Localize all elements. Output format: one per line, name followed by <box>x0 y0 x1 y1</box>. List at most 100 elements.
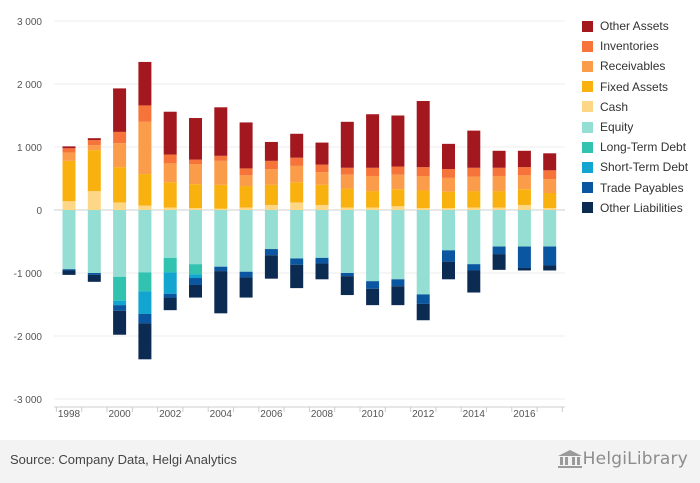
bar-segment-inventories <box>290 157 304 166</box>
y-tick-label: -1 000 <box>14 269 43 280</box>
bar-segment-other-liabilities <box>467 270 481 293</box>
x-tick-label: 2004 <box>210 409 233 420</box>
y-tick-label: 2 000 <box>17 80 42 91</box>
bar-segment-other-liabilities <box>492 254 506 270</box>
bar-segment-cash <box>315 204 329 210</box>
legend-swatch <box>582 202 593 214</box>
legend-item: Short-Term Debt <box>582 159 688 175</box>
bar-segment-receivables <box>517 175 531 190</box>
bar-segment-other-liabilities <box>315 263 329 280</box>
bar-segment-other-assets <box>467 130 481 168</box>
bar-segment-equity <box>163 210 177 258</box>
bar-segment-equity <box>543 210 557 247</box>
bar-segment-other-liabilities <box>189 284 202 298</box>
bar-segment-trade-payables <box>138 313 152 324</box>
bar-segment-equity <box>290 210 304 259</box>
bar-segment-trade-payables <box>62 269 76 271</box>
bar-segment-equity <box>467 210 481 265</box>
bar-segment-trade-payables <box>290 258 304 265</box>
bar-segment-fixed-assets <box>239 186 253 208</box>
legend-item: Cash <box>582 99 628 115</box>
bar-segment-long-term-debt <box>163 257 177 273</box>
bar-segment-cash <box>113 202 127 210</box>
bar-segment-other-liabilities <box>138 323 152 360</box>
bar-segment-receivables <box>138 121 152 175</box>
bar-segment-equity <box>87 210 101 273</box>
bar-segment-fixed-assets <box>214 184 228 209</box>
bar-segment-trade-payables <box>467 264 481 271</box>
legend-item: Receivables <box>582 58 665 74</box>
bar-segment-cash <box>239 207 253 210</box>
bar-segment-other-liabilities <box>416 303 430 321</box>
bar-segment-trade-payables <box>366 281 380 289</box>
legend-item: Other Assets <box>582 18 669 34</box>
bar-segment-equity <box>391 210 405 280</box>
bar-segment-fixed-assets <box>315 184 329 205</box>
bar-segment-equity <box>366 210 380 282</box>
bar-segment-receivables <box>264 169 278 185</box>
bar-segment-cash <box>492 207 506 210</box>
bar-segment-trade-payables <box>416 294 430 304</box>
bar-segment-inventories <box>340 167 354 175</box>
legend-swatch <box>582 161 593 173</box>
bar-segment-other-assets <box>62 146 76 149</box>
bar-segment-receivables <box>290 165 304 183</box>
bar-segment-other-assets <box>492 150 506 168</box>
source-note: Source: Company Data, Helgi Analytics <box>10 452 237 467</box>
bar-segment-trade-payables <box>543 246 557 266</box>
bar-segment-long-term-debt <box>138 272 152 292</box>
bar-segment-equity <box>315 210 329 258</box>
x-tick-label: 2016 <box>513 409 536 420</box>
bar-segment-trade-payables <box>517 246 531 268</box>
bar-segment-inventories <box>87 140 101 146</box>
bar-segment-inventories <box>239 168 253 176</box>
legend-item: Inventories <box>582 38 659 54</box>
bar-segment-equity <box>340 210 354 273</box>
bar-segment-fixed-assets <box>366 191 380 208</box>
bar-segment-receivables <box>543 179 557 193</box>
bar-segment-other-assets <box>366 114 380 168</box>
bar-segment-receivables <box>442 177 455 192</box>
brand-name: HelgiLibrary <box>582 449 688 469</box>
bar-segment-equity <box>239 210 253 272</box>
bar-segment-other-liabilities <box>366 288 380 306</box>
bar-segment-receivables <box>239 175 253 187</box>
bar-segment-equity <box>416 210 430 295</box>
legend-label: Other Liabilities <box>600 200 683 215</box>
legend-swatch <box>582 20 593 32</box>
bar-segment-inventories <box>163 154 177 164</box>
bar-segment-short-term-debt <box>163 272 177 294</box>
legend-swatch <box>582 121 593 133</box>
bar-segment-other-liabilities <box>163 297 177 311</box>
bar-segment-other-assets <box>290 133 304 158</box>
bar-segment-other-assets <box>214 107 228 156</box>
bar-segment-equity <box>517 210 531 247</box>
bar-segment-equity <box>62 210 76 270</box>
bar-segment-other-liabilities <box>290 264 304 289</box>
legend-swatch <box>582 182 593 194</box>
bar-segment-trade-payables <box>214 266 228 272</box>
legend-item: Other Liabilities <box>582 200 683 216</box>
library-building-icon <box>557 450 582 468</box>
bar-segment-inventories <box>138 105 152 122</box>
bar-segment-fixed-assets <box>492 191 506 208</box>
bar-segment-fixed-assets <box>517 189 531 205</box>
bar-segment-trade-payables <box>239 271 253 278</box>
bar-segment-trade-payables <box>391 279 405 287</box>
bar-segment-equity <box>189 210 202 265</box>
y-tick-label: 0 <box>36 206 42 217</box>
grid-lines <box>54 20 565 400</box>
legend-swatch <box>582 141 593 153</box>
bar-segment-inventories <box>416 167 430 176</box>
bar-segment-inventories <box>214 155 228 161</box>
bar-segment-other-liabilities <box>239 277 253 298</box>
bar-segment-cash <box>442 208 455 210</box>
bar-segment-other-liabilities <box>442 261 455 280</box>
bar-segment-receivables <box>189 164 202 185</box>
axes: 3 000 2 000 1 000 0 -1 000 -2 000 -3 000 1998 20… <box>14 17 565 420</box>
bar-segment-inventories <box>62 148 76 153</box>
bar-segment-cash <box>467 207 481 210</box>
bar-segment-cash <box>416 208 430 210</box>
bar-segment-receivables <box>366 175 380 192</box>
bar-segment-cash <box>543 208 557 210</box>
